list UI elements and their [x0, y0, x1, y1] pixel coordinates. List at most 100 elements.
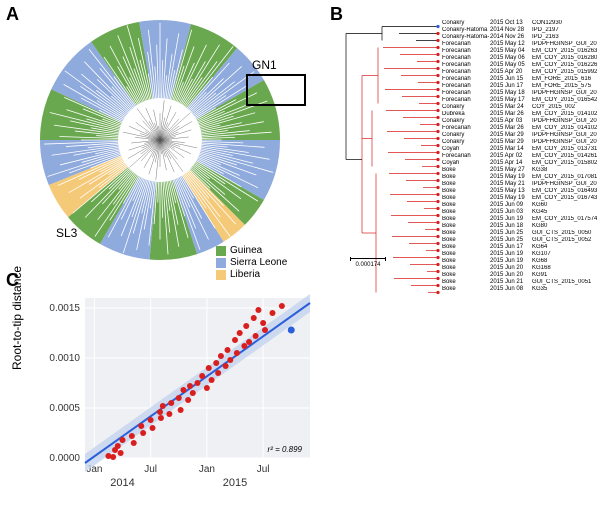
cell: Conakry-Ratoma-	[442, 34, 490, 41]
cell: Boke	[442, 286, 490, 293]
cell: Conakry	[442, 132, 490, 139]
table-row: Conakry-Ratoma2014 Nov 28IPD_2197	[442, 27, 597, 34]
cell: EM_COY_2015_015802	[532, 160, 597, 167]
svg-text:2015: 2015	[223, 477, 247, 489]
cell: 2015 Mar 26	[490, 125, 532, 132]
cell: EM_COY_2015_014102	[532, 111, 597, 118]
highlight-box	[246, 74, 306, 106]
cell: 2015 Apr 02	[490, 153, 532, 160]
table-row: Boke2015 Jun 19KG107	[442, 251, 597, 258]
cell: Boke	[442, 181, 490, 188]
cell: Boke	[442, 216, 490, 223]
cell: EM_COY_2015_014261	[532, 153, 597, 160]
table-row: Conakry2015 Mar 24COY_2015_002	[442, 104, 597, 111]
cell: Conakry-Ratoma	[442, 27, 490, 34]
svg-text:r² = 0.899: r² = 0.899	[268, 445, 303, 454]
cell: Forecariah	[442, 90, 490, 97]
cell: EM_FORE_2015_575	[532, 83, 597, 90]
table-row: Conakry2015 Oct 13CON12930	[442, 20, 597, 27]
table-row: Conakry-Ratoma-2014 Nov 26IPD_2163	[442, 34, 597, 41]
cell: 2015 Mar 26	[490, 111, 532, 118]
table-row: Dubreka2015 Mar 26EM_COY_2015_014102	[442, 111, 597, 118]
legend-label: Sierra Leone	[230, 257, 287, 269]
table-row: Forecariah2015 Jun 15EM_FORE_2015_616	[442, 76, 597, 83]
cell: 2015 Jun 25	[490, 237, 532, 244]
cell: CON12930	[532, 20, 597, 27]
cell: EM_COY_2015_016226	[532, 62, 597, 69]
cell: IPD_2197	[532, 27, 597, 34]
cell: Boke	[442, 251, 490, 258]
cell: 2015 Mar 29	[490, 132, 532, 139]
table-row: Forecariah2015 Jun 17EM_FORE_2015_575	[442, 83, 597, 90]
table-row: Boke2015 May 13EM_COY_2015_016493	[442, 188, 597, 195]
cell: Forecariah	[442, 69, 490, 76]
cell: 2015 Apr 14	[490, 160, 532, 167]
panel-label-a: A	[6, 4, 19, 25]
cell: IPDPFHGINSP_GUI_2015_4786	[532, 139, 597, 146]
cell: 2014 Nov 26	[490, 34, 532, 41]
cell: IPDPFHGINSP_GUI_2015_6505	[532, 41, 597, 48]
table-row: Conakry2015 Mar 29IPDPFHGINSP_GUI_2015_4…	[442, 132, 597, 139]
table-row: Forecariah2015 May 04EM_COY_2015_016263	[442, 48, 597, 55]
cell: KG45	[532, 209, 597, 216]
cell: 2015 Oct 13	[490, 20, 532, 27]
cell: IPDPFHGINSP_GUI_2015_5117	[532, 118, 597, 125]
cell: Coyah	[442, 146, 490, 153]
cell: 2015 Jun 17	[490, 244, 532, 251]
legend-label: Guinea	[230, 245, 262, 257]
cell: 2015 Jun 25	[490, 230, 532, 237]
cell: Conakry	[442, 20, 490, 27]
cell: Forecariah	[442, 153, 490, 160]
legend-swatch	[216, 270, 226, 280]
cell: 2015 Apr 20	[490, 69, 532, 76]
table-row: Forecariah2015 Apr 02EM_COY_2015_014261	[442, 153, 597, 160]
cell: EM_COY_2015_016743	[532, 195, 597, 202]
cell: Boke	[442, 188, 490, 195]
table-row: Boke2015 Jun 03KG45	[442, 209, 597, 216]
cell: 2015 May 18	[490, 90, 532, 97]
cell: Boke	[442, 258, 490, 265]
table-row: Boke2015 Jun 17KG64	[442, 244, 597, 251]
cell: 2015 Jun 19	[490, 251, 532, 258]
table-row: Forecariah2015 Apr 20EM_COY_2015_015992	[442, 69, 597, 76]
cell: 2015 Jun 15	[490, 76, 532, 83]
table-row: Boke2015 Jun 19EM_COY_2015_017574	[442, 216, 597, 223]
cell: Boke	[442, 237, 490, 244]
table-row: Forecariah2015 Mar 26EM_COY_2015_014102	[442, 125, 597, 132]
cell: Boke	[442, 202, 490, 209]
cell: 2015 Jun 17	[490, 83, 532, 90]
table-row: Forecariah2015 May 05EM_COY_2015_016226	[442, 62, 597, 69]
table-row: Boke2015 May 27KG38	[442, 167, 597, 174]
svg-text:Jul: Jul	[257, 464, 270, 475]
cell: Boke	[442, 174, 490, 181]
cell: GUI_CTS_2015_0052	[532, 237, 597, 244]
cell: 2015 May 19	[490, 195, 532, 202]
cell: 2015 Jun 08	[490, 286, 532, 293]
svg-text:0.0000: 0.0000	[49, 453, 80, 464]
cell: IPDPFHGINSP_GUI_2015_6899	[532, 181, 597, 188]
cell: 2015 May 19	[490, 174, 532, 181]
legend-row: Guinea	[216, 245, 287, 257]
svg-text:0.0015: 0.0015	[49, 303, 80, 314]
cell: Boke	[442, 167, 490, 174]
cell: 2015 Mar 29	[490, 139, 532, 146]
cell: EM_COY_2015_015992	[532, 69, 597, 76]
cell: Forecariah	[442, 55, 490, 62]
cell: Conakry	[442, 118, 490, 125]
subtree-panel: Conakry2015 Oct 13CON12930Conakry-Ratoma…	[342, 20, 597, 280]
cell: 2015 May 21	[490, 181, 532, 188]
table-row: Boke2015 Jun 09KG60	[442, 202, 597, 209]
legend-swatch	[216, 246, 226, 256]
table-row: Forecariah2015 May 12IPDPFHGINSP_GUI_201…	[442, 41, 597, 48]
cell: KG68	[532, 258, 597, 265]
cell: Forecariah	[442, 41, 490, 48]
table-row: Boke2015 Jun 21GUI_CTS_2015_0051	[442, 279, 597, 286]
table-row: Forecariah2015 May 06EM_COY_2015_016280	[442, 55, 597, 62]
table-row: Boke2015 Jun 20KG168	[442, 265, 597, 272]
cell: 2015 May 17	[490, 97, 532, 104]
legend: GuineaSierra LeoneLiberia	[216, 245, 287, 281]
cell: 2015 Jun 18	[490, 223, 532, 230]
cell: IPD_2163	[532, 34, 597, 41]
table-row: Boke2015 Jun 19KG68	[442, 258, 597, 265]
cell: 2015 May 13	[490, 188, 532, 195]
